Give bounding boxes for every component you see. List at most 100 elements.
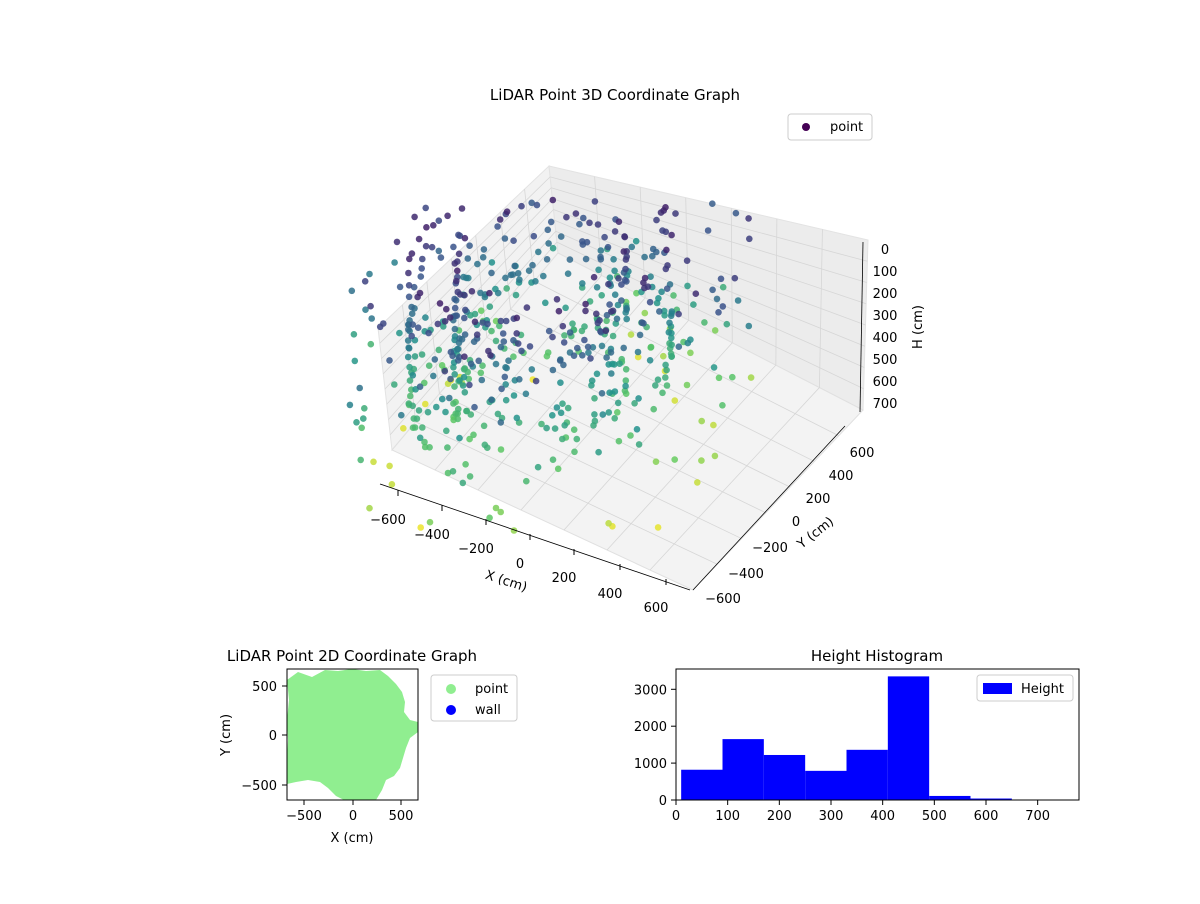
y-tick: 2000 [634,720,667,735]
point-3d [423,243,430,250]
point-3d [605,281,612,288]
y-tick: 0 [792,515,800,530]
point-3d [623,256,630,263]
point-3d [540,273,547,280]
point-3d [479,319,486,326]
point-3d [709,287,716,294]
point-3d [662,204,669,211]
point-3d [451,383,458,390]
legend-3d: point [788,114,872,140]
y-tick: −600 [705,592,741,607]
point-3d [406,256,413,263]
point-3d [415,324,422,331]
point-3d [558,410,565,417]
point-3d [450,468,457,475]
point-3d [370,459,377,466]
point-3d [598,256,605,263]
point-3d [538,421,545,428]
point-3d [480,254,487,261]
point-3d [377,324,384,331]
point-3d [408,333,415,340]
point-3d [594,284,601,291]
point-3d [533,378,540,385]
point-3d [470,432,477,439]
point-3d [406,345,413,352]
point-3d [411,214,418,221]
point-3d [618,281,625,288]
point-3d [636,441,643,448]
x-tick: 300 [819,809,844,824]
point-3d [672,210,679,217]
point-3d [349,288,356,295]
point-3d [526,267,533,274]
point-3d [705,227,712,234]
point-3d [582,308,589,315]
point-3d [694,479,701,486]
plot-3d: LiDAR Point 3D Coordinate Graph −600 −40… [347,86,926,616]
point-cloud-2d [287,669,418,800]
point-3d [567,256,574,263]
point-3d [587,355,594,362]
point-3d [670,292,677,299]
histogram-bar [681,770,722,800]
point-3d [455,406,462,413]
point-3d [660,353,667,360]
point-3d [666,329,673,336]
point-3d [634,426,641,433]
point-3d [502,275,509,282]
point-3d [386,357,393,364]
point-3d [698,418,705,425]
point-3d [474,261,481,268]
point-3d [627,432,634,439]
point-3d [652,382,659,389]
point-3d [366,271,373,278]
point-3d [481,423,488,430]
z-tick: 100 [873,265,898,280]
point-3d [461,374,468,381]
point-3d [735,297,742,304]
point-3d [462,307,469,314]
point-3d [422,205,429,212]
point-3d [418,273,425,280]
z-tick: 700 [873,397,898,412]
legend-2d-marker-point [446,684,456,694]
point-3d [427,519,434,526]
point-3d [607,274,614,281]
point-3d [444,444,451,451]
point-3d [498,344,505,351]
point-3d [453,278,460,285]
point-3d [687,350,694,357]
point-3d [595,221,602,228]
point-3d [468,411,475,418]
point-3d [623,306,630,313]
legend-hist-label: Height [1021,682,1064,697]
point-3d [391,259,398,266]
point-3d [417,290,424,297]
point-3d [357,457,364,464]
point-3d [367,303,374,310]
point-3d [433,404,440,411]
point-3d [459,205,466,212]
point-3d [550,245,557,252]
legend-3d-marker [802,123,810,131]
x-tick: 0 [516,557,524,572]
point-3d [498,318,505,325]
point-3d [563,214,570,221]
point-3d [580,215,587,222]
point-3d [511,263,518,270]
point-3d [557,357,564,364]
point-3d [620,345,627,352]
point-3d [659,390,666,397]
point-3d [661,312,668,319]
point-3d [488,270,495,277]
z-tick: 0 [881,243,889,258]
x-tick: 400 [870,809,895,824]
point-3d [426,362,433,369]
point-3d [601,234,608,241]
point-3d [605,244,612,251]
point-3d [462,461,469,468]
point-3d [565,405,572,412]
point-3d [615,275,622,282]
point-3d [623,316,630,323]
